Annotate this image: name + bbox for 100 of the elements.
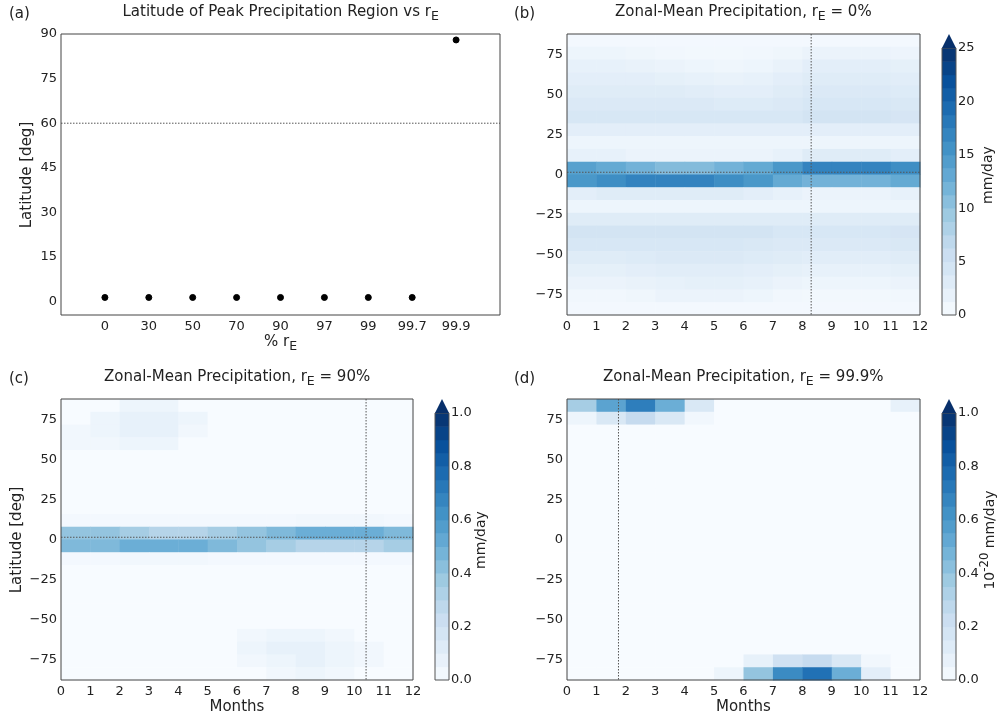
x-tick-label: 12 [911, 318, 929, 334]
y-tick-label: 0 [48, 292, 57, 308]
x-tick-label: 5 [709, 318, 719, 334]
x-tick-label: 0 [100, 318, 110, 334]
color-bar-label: 0.2 [451, 617, 472, 633]
y-tick-label: 25 [546, 125, 563, 141]
x-tick-label: 99.7 [397, 318, 427, 334]
y-tick-label: −25 [535, 205, 563, 221]
x-tick-label: 6 [739, 318, 748, 334]
x-tick-label: 5 [709, 683, 719, 699]
x-tick-label: 8 [291, 683, 300, 699]
chart-title: Zonal-Mean Precipitation, r$_{E}$ = 0% [615, 2, 872, 23]
y-tick-label: −25 [29, 570, 57, 586]
y-tick-label: 25 [40, 490, 57, 506]
x-tick-label: 4 [680, 318, 689, 334]
color-bar-label: 5 [958, 252, 967, 268]
x-tick-label: 30 [140, 318, 158, 334]
x-tick-label: 10 [346, 683, 363, 699]
x-tick-label: 8 [798, 318, 807, 334]
y-tick-label: 60 [40, 114, 57, 130]
y-tick-label: −75 [29, 650, 57, 666]
x-tick-label: 97 [316, 318, 333, 334]
x-tick-label: 10 [852, 318, 870, 334]
x-tick-label: 3 [651, 683, 660, 699]
y-tick-label: −75 [535, 650, 563, 666]
y-tick-label: −50 [29, 610, 57, 626]
x-tick-label: 9 [827, 318, 836, 334]
x-tick-label: 2 [115, 683, 124, 699]
x-tick-label: 6 [739, 683, 748, 699]
chart-title: Zonal-Mean Precipitation, r$_{E}$ = 90% [104, 367, 371, 388]
y-tick-label: 50 [546, 86, 563, 102]
x-tick-label: 7 [768, 683, 778, 699]
color-bar-label: 0 [958, 306, 967, 322]
color-bar-label: 0.8 [451, 457, 472, 473]
y-tick-label: 45 [40, 159, 57, 175]
text: (b) [514, 4, 536, 22]
x-tick-label: 11 [375, 683, 392, 699]
y-tick-label: 75 [40, 411, 57, 427]
color-bar-title: mm/day [979, 145, 995, 204]
x-axis-title: % r$_{E}$ [264, 332, 298, 353]
color-bar-label: 0.6 [451, 511, 472, 527]
x-tick-label: 1 [86, 683, 95, 699]
color-bar-label: 1.0 [451, 404, 472, 420]
text: (c) [9, 369, 29, 387]
x-tick-label: 1 [592, 318, 601, 334]
y-tick-label: −50 [535, 245, 563, 261]
x-tick-label: 2 [621, 683, 630, 699]
x-tick-label: 12 [404, 683, 422, 699]
x-tick-label: 1 [592, 683, 601, 699]
y-tick-label: 75 [40, 69, 57, 85]
x-tick-label: 12 [911, 683, 929, 699]
x-tick-label: 7 [262, 683, 271, 699]
text: (d) [514, 369, 536, 387]
x-tick-label: 99 [360, 318, 377, 334]
x-tick-label: 11 [882, 683, 899, 699]
x-tick-label: 4 [680, 683, 689, 699]
x-tick-label: 70 [228, 318, 245, 334]
y-tick-label: 25 [546, 490, 563, 506]
y-tick-label: 0 [554, 165, 563, 181]
y-tick-label: 90 [40, 25, 57, 41]
x-tick-label: 2 [621, 318, 630, 334]
y-tick-label: 0 [48, 530, 57, 546]
x-tick-label: 3 [144, 683, 154, 699]
x-tick-label: 50 [184, 318, 201, 334]
color-bar-label: 0.4 [451, 564, 472, 580]
color-bar-label: 0.4 [958, 564, 979, 580]
text: (a) [9, 4, 30, 22]
x-axis-title: Months [716, 697, 771, 715]
color-bar-label: 10 [958, 199, 975, 215]
chart-title: Latitude of Peak Precipitation Region vs r$_{E}$ [122, 2, 439, 23]
x-tick-label: 90 [272, 318, 289, 334]
y-tick-label: −25 [535, 570, 563, 586]
color-bar-label: 15 [958, 146, 975, 162]
color-bar-label: 25 [958, 39, 975, 55]
x-tick-label: 3 [651, 318, 660, 334]
y-tick-label: −50 [535, 610, 563, 626]
x-tick-label: 9 [320, 683, 330, 699]
color-bar-title: mm/day [472, 510, 488, 569]
x-tick-label: 6 [232, 683, 242, 699]
x-tick-label: 10 [852, 683, 870, 699]
y-axis-title: Latitude [deg] [6, 486, 25, 593]
x-tick-label: 99.9 [441, 318, 471, 334]
color-bar-label: 0.0 [958, 671, 979, 687]
color-bar-label: 20 [958, 92, 975, 108]
y-tick-label: 0 [554, 530, 563, 546]
color-bar-label: 0.8 [958, 457, 979, 473]
x-tick-label: 5 [203, 683, 212, 699]
x-tick-label: 4 [174, 683, 183, 699]
x-tick-label: 9 [827, 683, 836, 699]
color-bar-label: 1.0 [958, 404, 979, 420]
chart-title: Zonal-Mean Precipitation, r$_{E}$ = 99.9% [603, 367, 884, 388]
y-tick-label: 50 [40, 451, 57, 467]
color-bar-label: 0.0 [451, 671, 472, 687]
x-tick-label: 11 [882, 318, 899, 334]
color-bar-label: 0.6 [958, 511, 979, 527]
y-tick-label: −75 [535, 285, 563, 301]
y-tick-label: 50 [546, 451, 563, 467]
color-bar-label: 0.2 [958, 617, 979, 633]
x-axis-title: Months [209, 697, 265, 715]
y-tick-label: 15 [40, 248, 57, 264]
